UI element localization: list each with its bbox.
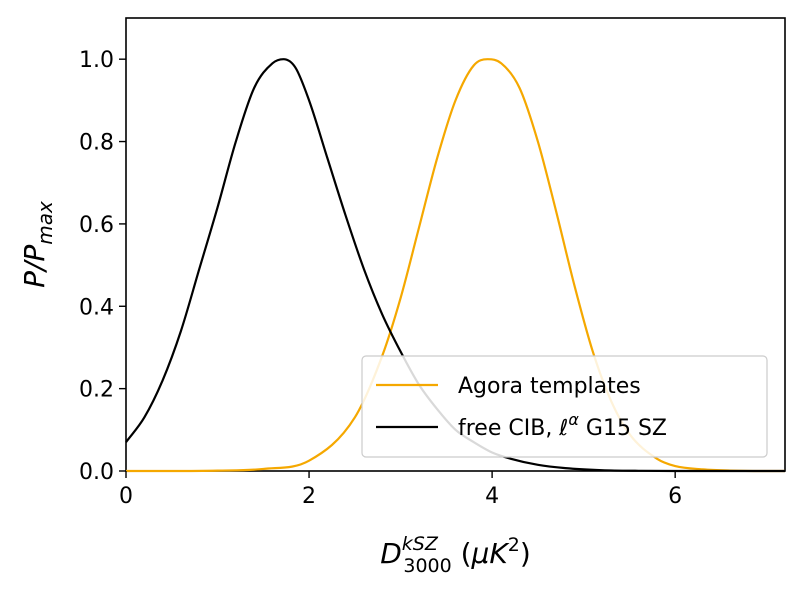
y-axis-label-subscript: max	[33, 201, 57, 245]
plot-area: 0 2 4 6 0.0 0.2 0.4 0.6 0.8 1.0	[79, 17, 786, 509]
y-tick-label: 0.4	[79, 295, 114, 320]
x-axis-label-unit-mu: μ	[471, 537, 490, 570]
x-tick-label: 4	[485, 484, 499, 509]
x-axis-label-unit-close: )	[520, 537, 531, 570]
legend-label-free-cib-suffix: G15 SZ	[579, 416, 667, 441]
x-axis-label-base: D	[380, 537, 402, 570]
legend-label-free-cib-prefix: free CIB, ℓ	[458, 416, 568, 441]
x-tick-label: 2	[302, 484, 316, 509]
x-axis-label-superscript: kSZ	[402, 533, 439, 555]
y-tick-label: 0.6	[79, 213, 114, 238]
legend-label-agora-templates: Agora templates	[458, 374, 641, 399]
y-tick-label: 1.0	[79, 48, 114, 73]
x-axis-label-unit-k: K	[489, 537, 510, 570]
x-tick-label: 6	[668, 484, 682, 509]
series-line-free-cib	[125, 58, 785, 473]
y-tick-label: 0.2	[79, 378, 114, 403]
legend-label-free-cib-superscript: α	[568, 410, 579, 429]
y-axis-label-base: P/P	[18, 245, 51, 288]
x-axis-label: DkSZ 3000 (μK2)	[380, 533, 531, 577]
legend-label-free-cib: free CIB, ℓα G15 SZ	[458, 410, 667, 441]
legend-box	[361, 355, 768, 458]
series-line-agora-templates	[126, 58, 785, 473]
x-axis-label-subscript: 3000	[403, 555, 451, 577]
x-tick-label: 0	[119, 484, 133, 509]
tick-layer: 0 2 4 6 0.0 0.2 0.4 0.6 0.8 1.0	[79, 48, 682, 509]
plot-frame	[125, 17, 786, 472]
y-tick-label: 0.8	[79, 131, 114, 156]
series-layer	[125, 58, 785, 473]
x-axis-label-unit-open: (	[452, 537, 472, 570]
x-axis-label-unit-superscript: 2	[508, 534, 520, 556]
y-tick-label: 0.0	[79, 460, 114, 485]
legend: Agora templates free CIB, ℓα G15 SZ	[361, 355, 768, 458]
y-axis-label: P/Pmax	[18, 201, 57, 288]
